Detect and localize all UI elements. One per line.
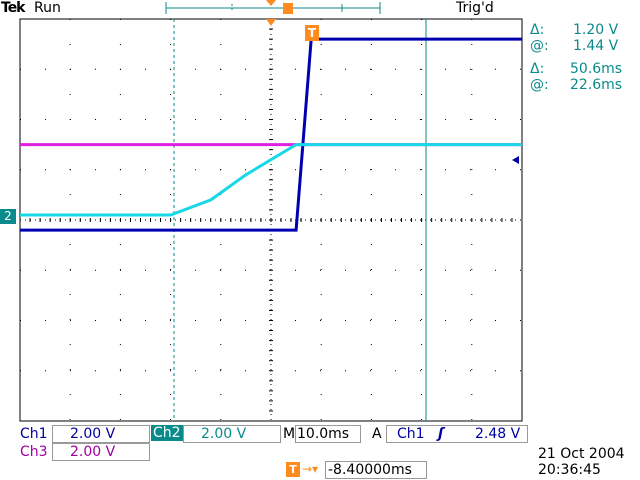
trigger-slope-icon: ʃ bbox=[438, 426, 444, 442]
run-state: Run bbox=[34, 0, 61, 16]
voltage-at-label: @: bbox=[530, 38, 549, 54]
trigger-source: Ch1 bbox=[397, 426, 425, 442]
trigger-position-marker: T bbox=[305, 25, 319, 41]
arrow-right-icon: →▾ bbox=[302, 462, 319, 476]
brand-logo: Tek bbox=[1, 0, 25, 16]
ch2-label: Ch2 bbox=[151, 425, 183, 441]
trigger-offset-icon: T bbox=[286, 462, 300, 477]
trigger-arrow-top bbox=[266, 0, 276, 6]
record-trigger-marker bbox=[283, 3, 293, 14]
ch1-scale: 2.00 V bbox=[70, 426, 116, 442]
trigger-arrow bbox=[266, 19, 276, 26]
cursor-lines bbox=[173, 19, 427, 421]
trigger-level-arrow bbox=[512, 156, 519, 164]
ch2-ground-marker: 2 bbox=[0, 209, 16, 224]
time-delta-label: Δ: bbox=[530, 61, 545, 77]
trigger-position-value: -8.40000ms bbox=[328, 462, 412, 478]
timebase-value: 10.0ms bbox=[297, 426, 350, 442]
trace-ch1 bbox=[20, 37, 522, 232]
time-readout: 20:36:45 bbox=[538, 462, 601, 478]
time-at-value: 22.6ms bbox=[570, 77, 623, 93]
voltage-delta-label: Δ: bbox=[530, 22, 545, 38]
trigger-status: Trig'd bbox=[456, 0, 494, 16]
trigger-level: 2.48 V bbox=[475, 426, 521, 442]
voltage-at-value: 1.44 V bbox=[573, 38, 619, 54]
trigger-mode: A bbox=[372, 426, 382, 442]
ch3-scale: 2.00 V bbox=[70, 444, 116, 460]
ch1-label: Ch1 bbox=[20, 426, 48, 442]
graticule bbox=[19, 18, 523, 422]
traces bbox=[20, 37, 522, 232]
date-readout: 21 Oct 2004 bbox=[538, 446, 625, 462]
voltage-delta-value: 1.20 V bbox=[573, 22, 619, 38]
timebase-prefix: M bbox=[283, 426, 296, 442]
time-at-label: @: bbox=[530, 77, 549, 93]
markers bbox=[165, 0, 519, 164]
trace-ch2 bbox=[20, 143, 522, 217]
time-delta-value: 50.6ms bbox=[570, 61, 623, 77]
ch2-scale: 2.00 V bbox=[201, 426, 247, 442]
ch3-label: Ch3 bbox=[20, 444, 48, 460]
